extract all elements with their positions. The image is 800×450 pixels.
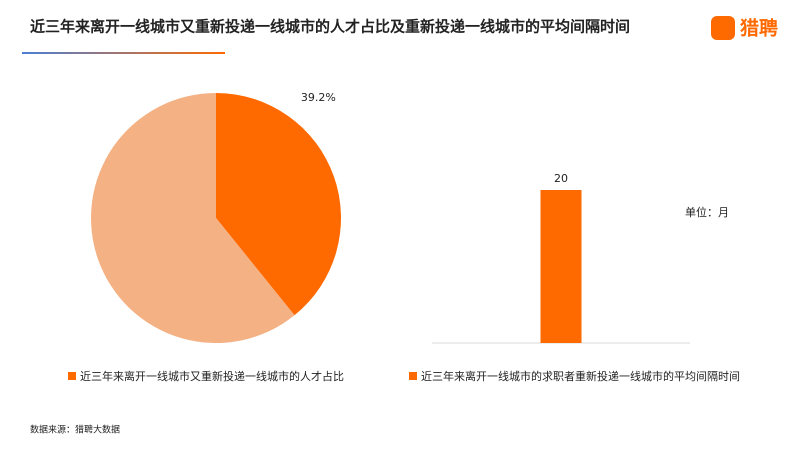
pie-slice	[91, 93, 295, 343]
legend-swatch	[409, 372, 417, 380]
data-label: 20	[554, 172, 568, 185]
logo-icon	[711, 16, 735, 40]
source: 数据来源：猎聘大数据	[30, 424, 120, 436]
logo-text: 猎聘	[740, 17, 778, 40]
legend-swatch	[68, 372, 76, 380]
data-label: 39.2%	[301, 91, 336, 104]
title: 近三年来离开一线城市又重新投递一线城市的人才占比及重新投递一线城市的平均间隔时间	[30, 18, 630, 36]
legend-label: 近三年来离开一线城市的求职者重新投递一线城市的平均间隔时间	[421, 369, 740, 383]
bar	[540, 190, 582, 343]
pie-slice	[216, 93, 342, 316]
unit-label: 单位：月	[685, 205, 729, 219]
legend-label: 近三年来离开一线城市又重新投递一线城市的人才占比	[80, 369, 344, 383]
title-underline	[22, 52, 225, 54]
